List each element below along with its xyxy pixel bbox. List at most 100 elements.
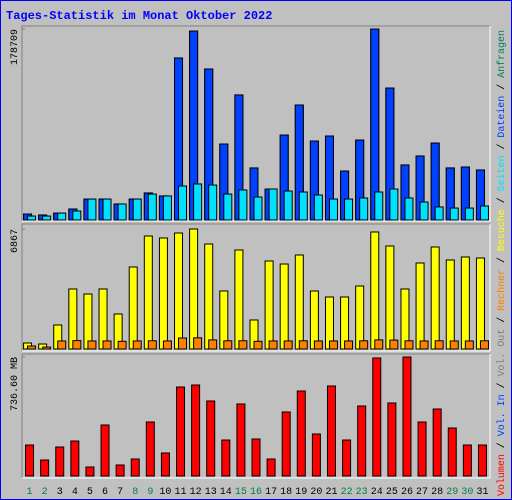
bar — [102, 198, 112, 221]
x-tick-label: 8 — [132, 487, 138, 498]
bar — [268, 188, 278, 221]
bar — [417, 421, 427, 477]
y-tick-label: 178709 — [10, 29, 21, 65]
x-tick-label: 9 — [147, 487, 153, 498]
legend-entry: Vol. In — [496, 394, 508, 436]
bar — [460, 256, 470, 350]
chart-title: Tages-Statistik im Monat Oktober 2022 — [6, 9, 272, 23]
x-tick-label: 13 — [205, 487, 217, 498]
bar — [370, 28, 380, 221]
x-tick-label: 15 — [235, 487, 247, 498]
x-tick-label: 20 — [310, 487, 322, 498]
bar — [359, 197, 369, 221]
bar — [328, 198, 338, 221]
bar — [42, 215, 52, 221]
bar — [40, 459, 50, 477]
bar — [100, 424, 110, 477]
bar — [238, 340, 248, 350]
bar — [117, 340, 127, 350]
bar — [385, 245, 395, 350]
bar — [206, 400, 216, 477]
x-tick-label: 31 — [476, 487, 488, 498]
bar — [266, 458, 276, 477]
bar — [193, 183, 203, 221]
bar — [27, 345, 37, 350]
bar — [176, 386, 186, 477]
x-tick-label: 7 — [117, 487, 123, 498]
bar — [374, 191, 384, 221]
legend-separator: / — [496, 138, 508, 156]
legend-entry: Dateien — [496, 96, 508, 138]
bar — [342, 439, 352, 477]
x-tick-label: 22 — [341, 487, 353, 498]
legend-separator: / — [496, 436, 508, 454]
legend-separator: / — [496, 376, 508, 394]
x-tick-label: 19 — [295, 487, 307, 498]
x-tick-label: 23 — [356, 487, 368, 498]
bar — [147, 340, 157, 350]
bar — [253, 340, 263, 350]
bar — [309, 290, 319, 350]
bar — [370, 231, 380, 350]
bar — [283, 340, 293, 350]
x-tick-label: 3 — [57, 487, 63, 498]
bar — [204, 243, 214, 350]
x-tick-label: 30 — [461, 487, 473, 498]
bar — [434, 206, 444, 221]
legend-entry: Volumen — [496, 454, 508, 496]
bar — [264, 260, 274, 350]
bar — [283, 190, 293, 221]
panel-bevel — [22, 26, 491, 222]
bar — [162, 340, 172, 350]
x-tick-label: 21 — [325, 487, 337, 498]
bar — [132, 198, 142, 221]
x-tick-label: 26 — [401, 487, 413, 498]
bar — [400, 288, 410, 350]
bar — [160, 452, 170, 477]
y-tick-label: 6867 — [10, 229, 21, 253]
bar — [404, 340, 414, 350]
bar — [479, 340, 489, 350]
bar — [462, 444, 472, 477]
x-tick-label: 27 — [416, 487, 428, 498]
bar — [326, 385, 336, 477]
bar — [132, 340, 142, 350]
bar — [208, 339, 218, 350]
x-tick-label: 28 — [431, 487, 443, 498]
bar — [193, 337, 203, 350]
bar — [419, 201, 429, 221]
bar — [27, 215, 37, 221]
bar — [447, 427, 457, 477]
panel-bevel — [21, 353, 490, 478]
bar — [221, 439, 231, 477]
y-tick-label: 736.60 MB — [10, 357, 21, 411]
x-tick-label: 29 — [446, 487, 458, 498]
bar — [55, 446, 65, 477]
bar — [387, 402, 397, 477]
bar — [372, 357, 382, 477]
bar — [42, 346, 52, 350]
bar — [268, 340, 278, 350]
bar — [158, 237, 168, 350]
bar — [445, 259, 455, 350]
bar — [174, 232, 184, 350]
x-tick-label: 11 — [175, 487, 187, 498]
bar — [87, 198, 97, 221]
x-tick-label: 12 — [190, 487, 202, 498]
legend-separator: / — [496, 191, 508, 209]
x-tick-label: 1 — [27, 487, 33, 498]
bar — [313, 340, 323, 350]
legend: Volumen / Vol. In / Vol. Out / Rechner /… — [496, 30, 508, 496]
bar — [25, 444, 35, 477]
bar — [464, 340, 474, 350]
legend-separator: / — [496, 311, 508, 329]
bar — [449, 207, 459, 221]
bar — [298, 340, 308, 350]
bar — [475, 257, 485, 350]
legend-entry: Anfragen — [496, 30, 508, 78]
bar — [298, 191, 308, 221]
bar — [479, 205, 489, 221]
bar — [85, 466, 95, 477]
bar — [189, 228, 199, 350]
bar — [68, 288, 78, 350]
